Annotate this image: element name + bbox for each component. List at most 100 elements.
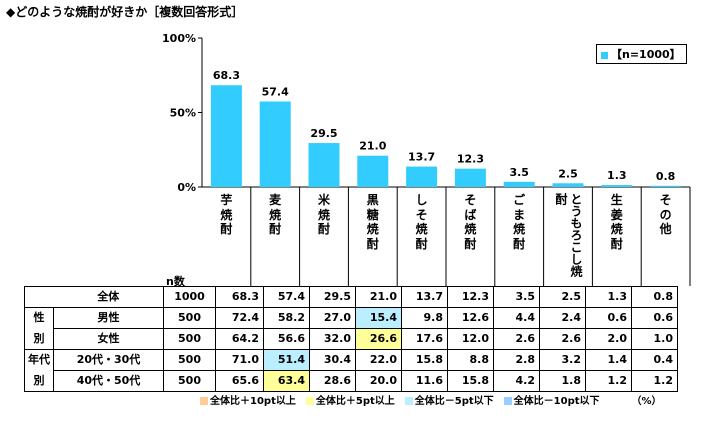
bar (650, 185, 682, 187)
footer-legend-item: 全体比－5pt以下 (404, 396, 494, 407)
table-cell: 13.7 (401, 286, 448, 308)
n-header: n数 (166, 275, 185, 288)
table-cell: 22.0 (355, 349, 402, 371)
data-label: 1.3 (607, 169, 627, 182)
table-cell: 15.8 (447, 370, 494, 392)
table-cell: 2.8 (493, 349, 540, 371)
category-label: その他 (659, 193, 672, 236)
data-label: 12.3 (457, 153, 484, 166)
table-cell: 12.0 (447, 328, 494, 350)
bar (454, 168, 486, 187)
row-label: 男性 (53, 307, 164, 329)
data-table: 全体 1000 68.3 57.4 29.5 21.0 13.7 12.3 3.5 2.5 1.3 0… (24, 286, 678, 392)
row-n: 1000 (163, 286, 216, 308)
row-n: 500 (163, 370, 216, 392)
category-label: しそ焼酎 (415, 193, 428, 251)
bar (308, 143, 340, 187)
footer-legend-label: 全体比－10pt以下 (513, 396, 600, 407)
table-cell: 1.2 (631, 370, 678, 392)
table-cell: 2.5 (539, 286, 586, 308)
table-cell: 56.6 (263, 328, 310, 350)
table-row: 年代 20代・30代 500 71.0 51.4 30.4 22.0 15.8 8.8 2.8 3.… (24, 349, 678, 371)
footer-legend-swatch (503, 397, 512, 405)
row-n: 500 (163, 328, 216, 350)
table-cell: 30.4 (309, 349, 356, 371)
footer-legend-item: 全体比－10pt以下 (503, 396, 600, 407)
table-cell: 64.2 (215, 328, 264, 350)
table-row: 別 40代・50代 500 65.6 63.4 28.6 20.0 11.6 15.8 4.2 1.… (24, 370, 678, 392)
table-cell: 2.4 (539, 307, 586, 329)
footer-legend-swatch (200, 397, 208, 405)
row-group: 別 (24, 370, 54, 392)
category-label: 黒糖焼酎 (366, 193, 379, 251)
y-tick-label: 0% (177, 181, 196, 194)
table-cell: 20.0 (355, 370, 402, 392)
footer-legend-swatch (404, 397, 413, 405)
table-cell: 1.8 (539, 370, 586, 392)
table-cell: 51.4 (263, 349, 310, 371)
footer-legend-label: 全体比＋10pt以上 (210, 396, 296, 407)
table-cell: 28.6 (309, 370, 356, 392)
row-group: 性 (24, 307, 54, 329)
category-label: そば焼酎 (464, 193, 477, 251)
data-label: 29.5 (310, 127, 337, 140)
y-tick-label: 100% (162, 32, 196, 45)
category-label: 芋焼酎 (220, 193, 233, 236)
table-cell: 32.0 (309, 328, 356, 350)
table-cell: 58.2 (263, 307, 310, 329)
row-group (24, 286, 54, 308)
row-n: 500 (163, 349, 216, 371)
legend-swatch (601, 51, 608, 59)
table-cell: 68.3 (215, 286, 264, 308)
bar (406, 166, 438, 187)
category-label: 米焼酎 (317, 193, 330, 236)
chart-title: ◆どのような焼酎が好きか［複数回答形式］ (6, 5, 244, 19)
data-label: 68.3 (213, 69, 240, 82)
table-cell: 9.8 (401, 307, 448, 329)
footer-legend: 全体比＋10pt以上 全体比＋5pt以上 全体比－5pt以下 全体比－10pt以下 （%… (200, 392, 662, 407)
row-group: 別 (24, 328, 54, 350)
table-cell: 2.6 (493, 328, 540, 350)
bar (503, 181, 535, 187)
category-label: とうもろこし焼酎 (554, 193, 583, 277)
table-cell: 12.3 (447, 286, 494, 308)
data-label: 0.8 (656, 170, 676, 183)
table-cell: 17.6 (401, 328, 448, 350)
data-label: 3.5 (509, 166, 529, 179)
bar (259, 101, 291, 187)
table-cell: 21.0 (355, 286, 402, 308)
table-cell: 8.8 (447, 349, 494, 371)
table-cell: 71.0 (215, 349, 264, 371)
bar (552, 183, 584, 187)
table-cell: 0.4 (631, 349, 678, 371)
table-cell: 1.3 (585, 286, 632, 308)
row-group: 年代 (24, 349, 54, 371)
table-row: 性男性 500 72.4 58.2 27.0 15.4 9.8 12.6 4.4 2.4 0.6 0.… (24, 307, 678, 329)
legend-label: 【n=1000】 (611, 48, 681, 61)
footer-legend-swatch (305, 397, 314, 405)
y-tick-label: 50% (170, 107, 196, 120)
table-cell: 4.4 (493, 307, 540, 329)
legend: 【n=1000】 (596, 44, 687, 64)
table-cell: 72.4 (215, 307, 264, 329)
bar (601, 185, 633, 187)
table-cell: 57.4 (263, 286, 310, 308)
table-cell: 26.6 (355, 328, 402, 350)
table-cell: 11.6 (401, 370, 448, 392)
footer-legend-item: 全体比＋5pt以上 (305, 396, 395, 407)
bar-chart: 100% 50% 0% 68.3 57.4 29.5 21.0 13.7 12.3 3.5 2.5 1… (162, 32, 691, 286)
table-cell: 15.8 (401, 349, 448, 371)
data-label: 13.7 (408, 151, 435, 164)
row-label: 20代・30代 (53, 349, 164, 371)
table-cell: 3.2 (539, 349, 586, 371)
table-cell: 65.6 (215, 370, 264, 392)
footer-legend-label: 全体比＋5pt以上 (315, 396, 395, 407)
table-cell: 0.6 (585, 307, 632, 329)
data-label: 2.5 (558, 167, 578, 180)
table-cell: 29.5 (309, 286, 356, 308)
table-row: 全体 1000 68.3 57.4 29.5 21.0 13.7 12.3 3.5 2.5 1.3 0… (24, 286, 678, 308)
bar (210, 85, 242, 187)
table-cell: 1.0 (631, 328, 678, 350)
category-label: 麦焼酎 (269, 193, 282, 236)
category-label: 生姜焼酎 (610, 193, 623, 251)
